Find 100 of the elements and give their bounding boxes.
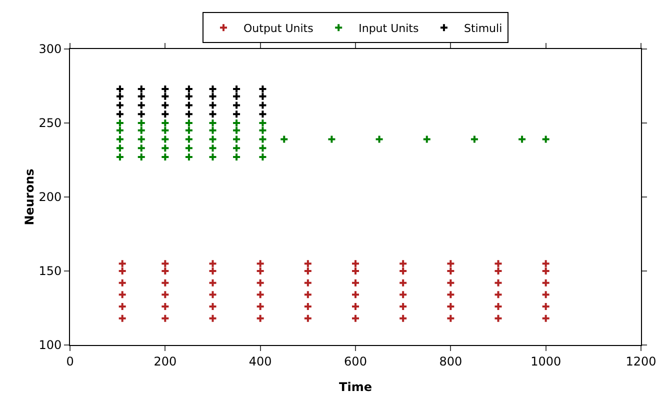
point: [256, 266, 265, 276]
point: [258, 144, 268, 153]
point: [184, 126, 194, 135]
point: [115, 92, 124, 101]
point: [160, 110, 170, 119]
point: [208, 92, 218, 101]
point: [160, 259, 170, 268]
point: [208, 100, 218, 110]
point: [303, 266, 312, 276]
point: [232, 118, 242, 128]
point: [160, 314, 170, 323]
point: [184, 100, 194, 110]
point: [184, 92, 194, 101]
point: [232, 144, 242, 153]
y-tick-label: 150: [38, 264, 62, 278]
point: [136, 118, 146, 128]
point: [118, 278, 127, 288]
point: [115, 144, 124, 153]
point: [184, 118, 194, 128]
point: [258, 110, 268, 119]
point: [208, 266, 218, 276]
y-tick-label: 100: [38, 338, 62, 352]
point: [374, 134, 384, 144]
point: [208, 126, 218, 135]
point: [118, 314, 127, 323]
point: [541, 290, 550, 300]
point: [232, 126, 242, 135]
point: [208, 314, 218, 323]
point: [303, 314, 312, 323]
point: [398, 314, 408, 323]
point: [184, 144, 194, 153]
point: [351, 278, 360, 288]
point: [258, 92, 268, 101]
point: [446, 266, 456, 276]
point: [115, 134, 124, 144]
point: [208, 278, 218, 288]
point: [208, 144, 218, 153]
point: [208, 290, 218, 300]
point: [494, 259, 503, 268]
point: [541, 314, 550, 323]
point: [232, 100, 242, 110]
point: [160, 278, 170, 288]
point: [446, 278, 456, 288]
x-axis-title: Time: [339, 380, 372, 394]
point: [518, 134, 527, 144]
y-tick-label: 250: [38, 116, 62, 130]
point: [160, 118, 170, 128]
point: [494, 290, 503, 300]
point: [398, 259, 408, 268]
point: [256, 278, 265, 288]
point: [303, 278, 312, 288]
point: [398, 290, 408, 300]
point: [136, 110, 146, 119]
point: [258, 126, 268, 135]
point: [280, 134, 289, 144]
point: [160, 92, 170, 101]
point: [541, 278, 550, 288]
point: [160, 134, 170, 144]
x-tick-label: 600: [344, 354, 367, 368]
point: [258, 134, 268, 144]
point: [256, 314, 265, 323]
point: [351, 290, 360, 300]
point: [115, 126, 124, 135]
point: [470, 134, 479, 144]
point: [351, 266, 360, 276]
point: [258, 118, 268, 128]
point: [303, 259, 312, 268]
point: [494, 266, 503, 276]
x-tick-label: 1200: [626, 354, 656, 368]
point: [422, 134, 432, 144]
point: [256, 259, 265, 268]
legend-label: Input Units: [358, 22, 419, 35]
point: [160, 266, 170, 276]
point: [232, 92, 242, 101]
point: [494, 314, 503, 323]
point: [184, 110, 194, 119]
point: [160, 144, 170, 153]
point: [494, 278, 503, 288]
point: [136, 92, 146, 101]
point: [256, 290, 265, 300]
point: [208, 134, 218, 144]
point: [118, 259, 127, 268]
point: [303, 290, 312, 300]
point: [541, 266, 550, 276]
point: [136, 126, 146, 135]
point: [232, 110, 242, 119]
point: [115, 110, 124, 119]
point: [136, 100, 146, 110]
point: [541, 259, 550, 268]
point: [115, 100, 124, 110]
point: [208, 118, 218, 128]
point: [115, 118, 124, 128]
point: [351, 259, 360, 268]
legend-label: Output Units: [244, 22, 314, 35]
point: [208, 110, 218, 119]
y-axis-title: Neurons: [22, 168, 37, 226]
point: [446, 259, 456, 268]
point: [351, 314, 360, 323]
y-tick-label: 200: [38, 190, 62, 204]
point: [136, 134, 146, 144]
